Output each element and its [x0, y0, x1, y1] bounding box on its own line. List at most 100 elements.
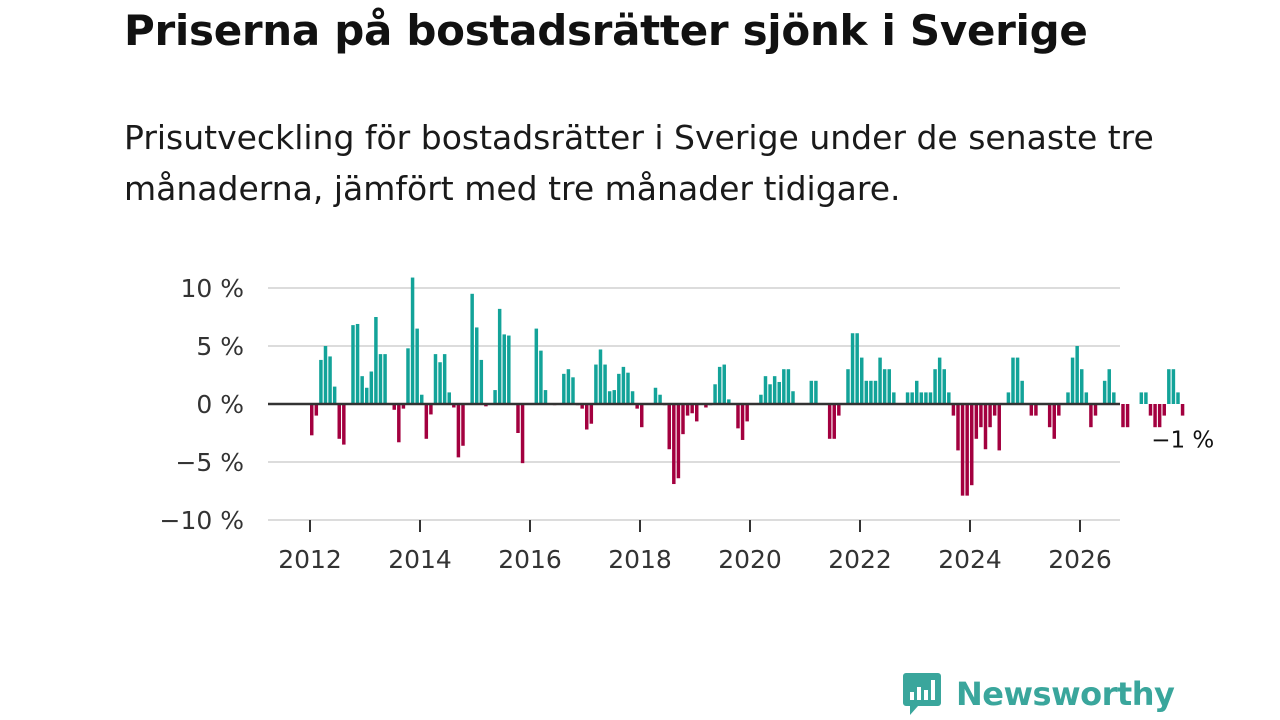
x-tick-label: 2020: [718, 545, 782, 574]
bar-positive: [933, 369, 937, 404]
bar-positive: [1144, 392, 1148, 404]
bar-negative: [429, 404, 433, 415]
bar-positive: [626, 372, 630, 404]
bar-positive: [543, 390, 548, 404]
bar-positive: [1080, 369, 1084, 404]
x-tick-label: 2016: [498, 545, 562, 574]
bar-negative: [585, 404, 589, 430]
bar-negative: [516, 404, 520, 433]
bar-positive: [873, 380, 878, 404]
bar-negative: [685, 404, 690, 416]
y-tick-label: −10 %: [160, 506, 244, 535]
bar-positive: [759, 394, 763, 404]
bar-positive: [855, 333, 859, 404]
bar-negative: [456, 404, 461, 458]
bar-negative: [960, 404, 965, 496]
bar-positive: [369, 371, 374, 404]
bar-positive: [717, 366, 722, 404]
bar-positive: [1102, 380, 1107, 404]
bar-positive: [360, 376, 364, 404]
bar-positive: [502, 334, 506, 404]
bar-positive: [497, 308, 502, 404]
bar-negative: [1034, 404, 1038, 416]
bar-negative: [740, 404, 745, 440]
bar-positive: [786, 369, 791, 404]
bar-positive: [365, 387, 369, 404]
bar-positive: [1171, 369, 1176, 404]
bar-negative: [392, 404, 396, 410]
x-tick-label: 2022: [828, 545, 892, 574]
bar-negative: [1121, 404, 1125, 428]
bar-negative: [690, 404, 694, 414]
bar-positive: [864, 380, 869, 404]
chart-subtitle: Prisutveckling för bostadsrätter i Sveri…: [124, 118, 1154, 208]
bar-negative: [983, 404, 988, 450]
bar-positive: [782, 369, 786, 404]
y-tick-label: 10 %: [180, 274, 244, 303]
bar-positive: [713, 384, 717, 404]
bar-positive: [850, 333, 855, 404]
bar-positive: [937, 357, 942, 404]
bar-positive: [571, 377, 575, 404]
bar-negative: [974, 404, 979, 439]
bar-negative: [580, 404, 584, 409]
bar-negative: [837, 404, 841, 416]
bar-negative: [1093, 404, 1098, 416]
bar-negative: [970, 404, 974, 486]
bar-positive: [328, 356, 332, 404]
chart-title: Priserna på bostadsrätter sjönk i Sverig…: [124, 6, 1088, 55]
bar-positive: [722, 364, 726, 404]
bar-positive: [319, 359, 323, 404]
bar-negative: [1153, 404, 1157, 428]
bar-positive: [539, 350, 543, 404]
bar-negative: [979, 404, 983, 428]
bar-negative: [424, 404, 429, 439]
bar-negative: [951, 404, 956, 416]
y-tick-label: 5 %: [196, 332, 244, 361]
bar-positive: [1107, 369, 1111, 404]
bar-negative: [832, 404, 836, 439]
bar-positive: [1139, 392, 1144, 404]
bar-negative: [314, 404, 319, 416]
bar-positive: [1112, 392, 1116, 404]
bar-positive: [809, 380, 814, 404]
bar-positive: [479, 359, 484, 404]
bar-positive: [534, 328, 539, 404]
bar-positive: [1006, 392, 1011, 404]
bar-positive: [1176, 392, 1180, 404]
bar-positive: [621, 366, 626, 404]
bar-positive: [607, 391, 612, 404]
bar-positive: [772, 376, 777, 404]
bar-positive: [562, 373, 566, 404]
bar-negative: [736, 404, 740, 429]
bar-positive: [332, 386, 337, 404]
bar-positive: [910, 392, 914, 404]
bar-negative: [461, 404, 465, 446]
bar-positive: [846, 369, 850, 404]
bar-negative: [956, 404, 960, 451]
bar-negative: [672, 404, 676, 485]
bar-positive: [378, 354, 383, 404]
bar-negative: [1125, 404, 1130, 428]
bar-positive: [447, 392, 451, 404]
newsworthy-logo-text: Newsworthy: [956, 675, 1175, 713]
bar-negative: [1180, 404, 1185, 416]
newsworthy-chart-icon: [903, 673, 941, 715]
bar-positive: [630, 391, 635, 404]
bar-positive: [869, 380, 873, 404]
bar-negative: [452, 404, 456, 408]
bar-positive: [1020, 380, 1024, 404]
bar-positive: [612, 390, 616, 404]
bar-negative: [1157, 404, 1162, 428]
bar-negative: [589, 404, 594, 424]
bar-negative: [1047, 404, 1052, 428]
bar-negative: [667, 404, 671, 450]
bar-negative: [827, 404, 832, 439]
x-tick-label: 2018: [608, 545, 672, 574]
bar-negative: [1057, 404, 1061, 416]
bar-positive: [594, 364, 598, 404]
bar-positive: [323, 346, 328, 404]
bar-negative: [401, 404, 406, 409]
bar-negative: [635, 404, 639, 409]
bar-negative: [520, 404, 525, 464]
